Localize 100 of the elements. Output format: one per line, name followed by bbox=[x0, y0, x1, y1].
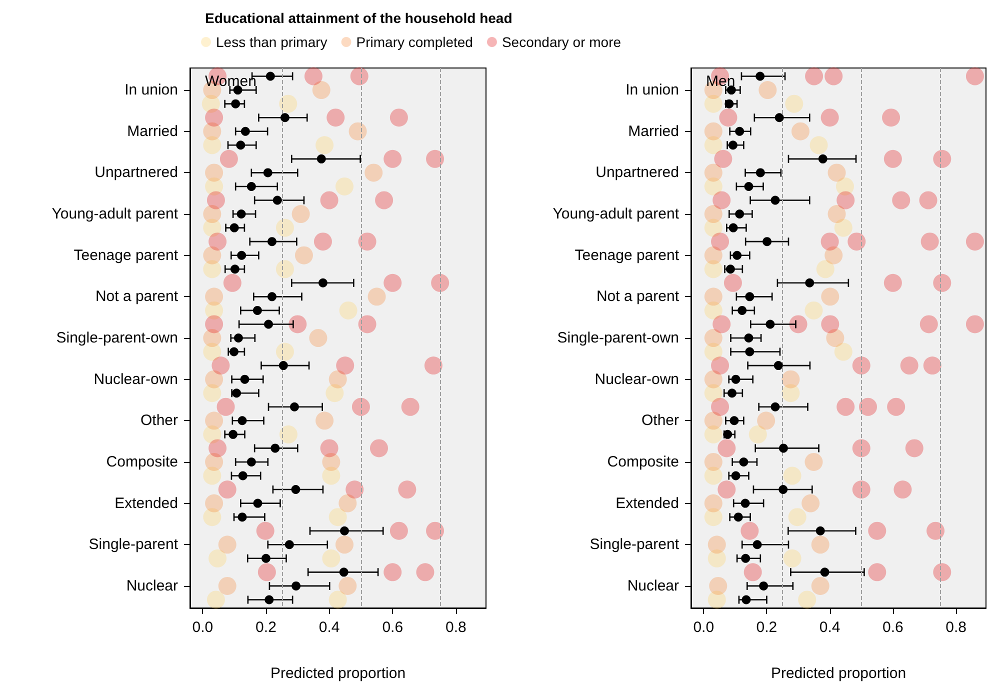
point bbox=[810, 136, 828, 154]
point bbox=[270, 444, 280, 453]
y-tick-label: Teenage parent bbox=[574, 246, 680, 264]
y-tick-label: Single-parent bbox=[88, 536, 179, 554]
point bbox=[236, 140, 246, 150]
point bbox=[230, 347, 239, 356]
point bbox=[328, 508, 347, 526]
y-tick-label: Young-adult parent bbox=[52, 206, 179, 223]
point bbox=[709, 576, 728, 595]
point bbox=[339, 568, 348, 577]
point bbox=[818, 154, 828, 164]
point bbox=[280, 113, 290, 122]
point bbox=[887, 398, 906, 416]
y-tick-label: Single-parent-own bbox=[557, 330, 679, 346]
point bbox=[314, 232, 332, 251]
point bbox=[766, 320, 775, 329]
point bbox=[431, 274, 450, 292]
point bbox=[711, 232, 730, 251]
x-tick-label: 0.4 bbox=[318, 619, 340, 636]
y-tick-label: Nuclear-own bbox=[594, 370, 679, 388]
point bbox=[322, 549, 340, 568]
point bbox=[816, 526, 825, 536]
point bbox=[828, 164, 846, 182]
point bbox=[272, 196, 282, 205]
point bbox=[738, 306, 747, 315]
point bbox=[719, 108, 738, 127]
y-tick-label: Other bbox=[140, 412, 178, 430]
point bbox=[424, 356, 442, 375]
point bbox=[261, 554, 270, 563]
point bbox=[291, 485, 300, 494]
point bbox=[758, 81, 777, 100]
point bbox=[279, 94, 298, 113]
point bbox=[358, 315, 376, 334]
point bbox=[859, 398, 877, 416]
point bbox=[923, 356, 942, 375]
point bbox=[228, 430, 238, 439]
point bbox=[316, 412, 334, 430]
point bbox=[811, 536, 830, 554]
point bbox=[384, 150, 402, 168]
point bbox=[770, 402, 780, 412]
point bbox=[426, 522, 444, 540]
point bbox=[288, 315, 307, 334]
point bbox=[208, 439, 227, 458]
y-tick-label: In union bbox=[626, 82, 679, 99]
x-tick-label: 0.4 bbox=[819, 619, 840, 636]
point bbox=[264, 595, 274, 604]
point bbox=[316, 154, 326, 164]
point bbox=[205, 288, 224, 306]
point bbox=[279, 425, 298, 444]
point bbox=[848, 232, 866, 251]
point bbox=[821, 288, 840, 306]
x-tick-label: 0.0 bbox=[192, 619, 214, 636]
point bbox=[770, 196, 780, 205]
y-tick-label: Married bbox=[628, 122, 679, 140]
point bbox=[933, 563, 952, 582]
point bbox=[704, 122, 722, 140]
y-tick-label: Single-parent-own bbox=[56, 330, 178, 346]
point bbox=[232, 388, 242, 398]
point bbox=[892, 191, 910, 210]
point bbox=[205, 108, 224, 127]
point bbox=[278, 361, 288, 370]
y-tick-label: Teenage parent bbox=[74, 246, 179, 264]
point bbox=[704, 329, 722, 347]
point bbox=[704, 412, 722, 430]
point bbox=[894, 480, 912, 499]
y-tick-label: Composite bbox=[607, 453, 679, 470]
point bbox=[328, 590, 347, 609]
point bbox=[205, 164, 224, 182]
point bbox=[774, 113, 784, 122]
point bbox=[276, 218, 294, 237]
point bbox=[238, 416, 247, 426]
point bbox=[338, 494, 357, 512]
point bbox=[884, 150, 902, 168]
point bbox=[203, 246, 222, 264]
point bbox=[728, 140, 738, 150]
point bbox=[836, 398, 855, 416]
point bbox=[718, 439, 736, 458]
point bbox=[205, 494, 224, 512]
point bbox=[783, 549, 802, 568]
point bbox=[726, 264, 735, 274]
point bbox=[240, 374, 250, 384]
y-tick-label: Other bbox=[641, 412, 680, 430]
y-tick-label: Not a parent bbox=[95, 288, 179, 306]
point bbox=[375, 191, 394, 210]
point bbox=[238, 471, 248, 480]
point bbox=[811, 576, 830, 595]
point bbox=[728, 388, 737, 398]
point bbox=[919, 191, 938, 210]
point bbox=[852, 439, 870, 458]
point bbox=[742, 595, 751, 604]
point bbox=[724, 99, 734, 108]
point bbox=[206, 590, 225, 609]
point bbox=[316, 136, 334, 154]
point bbox=[852, 480, 870, 499]
y-tick-label: Composite bbox=[106, 453, 178, 470]
point bbox=[748, 425, 767, 444]
point bbox=[236, 210, 246, 219]
point bbox=[802, 494, 820, 512]
point bbox=[740, 522, 759, 540]
point bbox=[762, 237, 772, 246]
